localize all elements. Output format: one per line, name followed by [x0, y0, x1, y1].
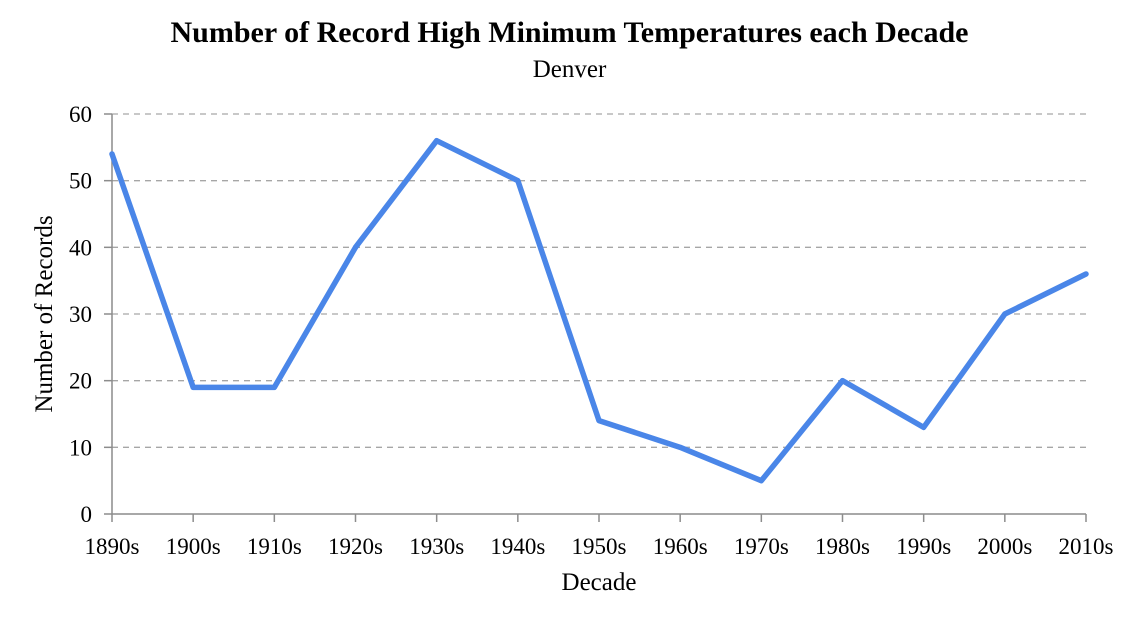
- x-tick-label: 1940s: [490, 534, 545, 559]
- chart-subtitle: Denver: [532, 56, 607, 83]
- gridlines: [112, 113, 1086, 448]
- y-tick-label: 20: [69, 369, 92, 394]
- y-tick-label: 50: [69, 169, 92, 194]
- x-tick-label: 1990s: [896, 534, 951, 559]
- y-tick-label: 60: [69, 102, 92, 127]
- axes: [104, 113, 1087, 522]
- data-point-1930s: [434, 138, 440, 144]
- x-tick-label: 1920s: [328, 534, 383, 559]
- y-tick-label: 30: [69, 302, 92, 327]
- tick-labels: 0 10 20 30 40 50 60 1890s 1900s 1910s 1920s 1930s 19…: [69, 102, 1114, 559]
- x-tick-label: 1970s: [734, 534, 789, 559]
- data-point-1980s: [840, 378, 845, 384]
- x-tick-label: 1950s: [572, 534, 627, 559]
- x-tick-label: 1960s: [653, 534, 708, 559]
- y-axis-title: Number of Records: [31, 215, 58, 412]
- x-tick-label: 1980s: [815, 534, 870, 559]
- x-tick-label: 2000s: [977, 534, 1032, 559]
- series-line: [109, 137, 1089, 484]
- series-layer: [109, 137, 1089, 484]
- x-tick-label: 1930s: [409, 534, 464, 559]
- data-point-1960s: [677, 444, 683, 450]
- data-point-1940s: [515, 178, 521, 184]
- data-point-1900s: [190, 384, 196, 390]
- data-point-1920s: [353, 244, 358, 250]
- y-tick-label: 0: [81, 502, 93, 527]
- data-point-1950s: [596, 418, 602, 424]
- data-point-1970s: [758, 478, 764, 484]
- x-tick-label: 1900s: [166, 534, 221, 559]
- x-tick-label: 2010s: [1059, 534, 1114, 559]
- data-point-2010s: [1083, 271, 1089, 277]
- y-tick-label: 40: [69, 235, 92, 260]
- x-axis-title: Decade: [562, 569, 637, 596]
- data-point-1910s: [271, 384, 277, 390]
- x-tick-label: 1910s: [247, 534, 302, 559]
- data-point-1990s: [921, 424, 927, 430]
- data-point-2000s: [1002, 311, 1008, 317]
- y-tick-label: 10: [69, 435, 92, 460]
- x-tick-label: 1890s: [85, 534, 140, 559]
- chart-title: Number of Record High Minimum Temperatur…: [170, 16, 969, 49]
- data-point-1890s: [109, 151, 115, 157]
